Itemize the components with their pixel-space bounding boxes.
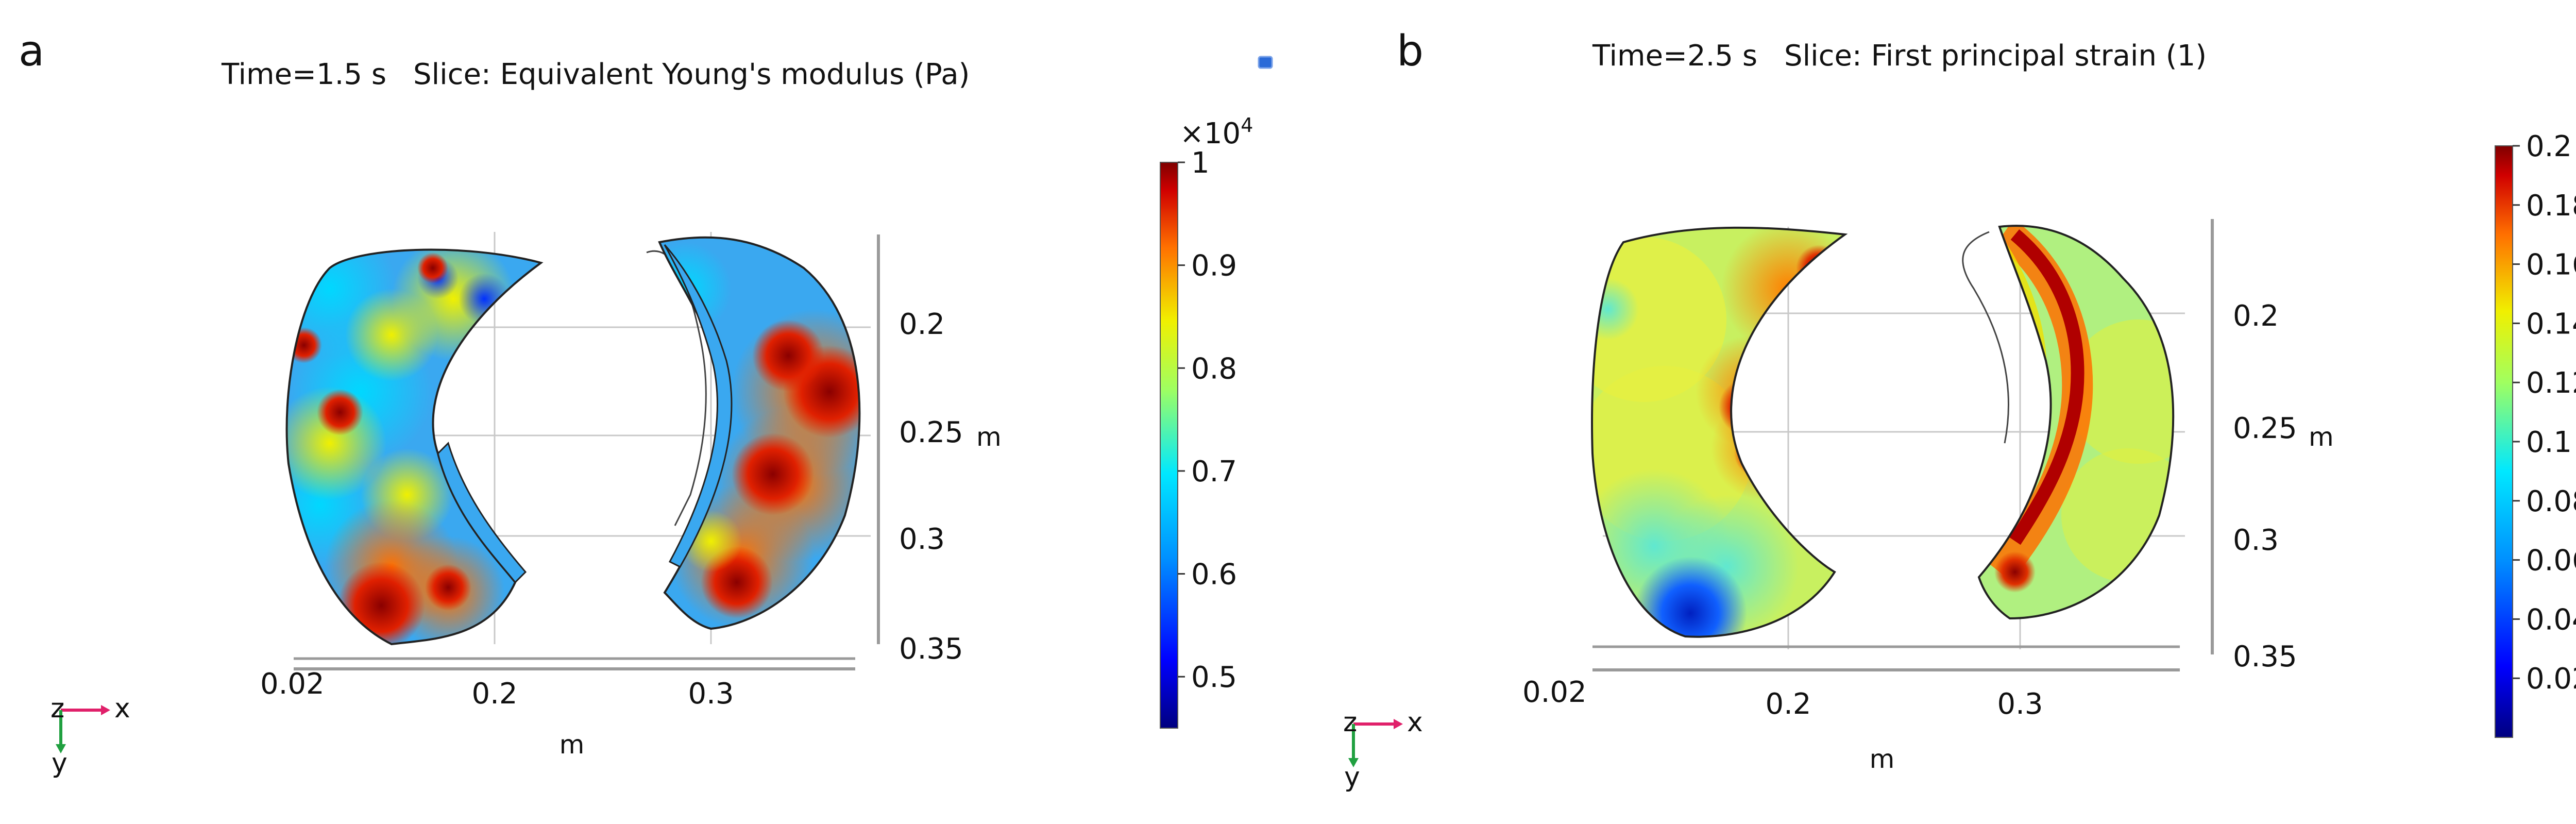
right-lung-inner-band-a	[664, 244, 733, 568]
right-lung-field-b	[1979, 226, 2174, 619]
triad-y-label-b: y	[1344, 762, 1360, 793]
colorbar-tick-label-b: 0.2	[2526, 130, 2572, 163]
colorbar-ticks-a: 0.5 0.6 0.7 0.8 0.9 1	[1178, 146, 1237, 694]
panel-a: a Time=1.5 s Slice: Equivalent Young's mo…	[19, 27, 1273, 779]
triad-x-label-b: x	[1407, 707, 1423, 738]
colorbar-b: 0.02 0.04 0.06 0.08 0.1 0.12 0.14 0.16 0.18 0.2	[2495, 130, 2576, 738]
colorbar-ramp-b	[2495, 145, 2513, 738]
x-tick-0-3-b: 0.3	[1997, 687, 2043, 721]
triad-y-head-b	[1348, 758, 1359, 767]
x-tick-0-2-b: 0.2	[1765, 687, 1811, 721]
colorbar-tick-label-b: 0.16	[2526, 248, 2576, 282]
y-tick-0-25-b: 0.25	[2233, 412, 2297, 445]
colorbar-tick-label-b: 0.14	[2526, 307, 2576, 341]
colorbar-ticks-b: 0.02 0.04 0.06 0.08 0.1 0.12 0.14 0.16 0.18 0.2	[2513, 130, 2576, 696]
colorbar-tick-label-a: 0.8	[1191, 352, 1237, 385]
x-axis-title-b: m	[1870, 744, 1895, 774]
colorbar-tick-label-b: 0.1	[2526, 426, 2572, 459]
triad-x-head-a	[101, 705, 110, 715]
triad-x-head-b	[1394, 719, 1403, 729]
y-tick-0-3-b: 0.3	[2233, 524, 2279, 557]
slice-label-b: Slice: First principal strain (1)	[1784, 39, 2207, 73]
axis-triad-a: z x y	[50, 693, 130, 779]
right-lung-ghost-outline-b	[1962, 231, 2009, 444]
x-axis-a: 0.02 0.2 0.3 m	[260, 657, 855, 760]
colorbar-tick-label-a: 1	[1191, 146, 1210, 180]
y-axis-a: 0.2 0.25 0.3 0.35 m	[877, 234, 1002, 666]
x-tick-0-2-a: 0.2	[471, 677, 517, 711]
time-label-b: Time=2.5 s	[1592, 39, 1758, 73]
colorbar-tick-label-a: 0.7	[1191, 455, 1237, 489]
view-corner-icon-a	[1258, 56, 1273, 69]
x-tick-0-02-b: 0.02	[1522, 676, 1587, 709]
panel-b: b Time=2.5 s Slice: First principal strai…	[1335, 0, 2576, 824]
plot-title-b: Time=2.5 s Slice: First principal strain …	[1592, 39, 2207, 73]
left-lung-edge-band-a	[437, 442, 527, 584]
colorbar-multiplier-a: ×104	[1180, 114, 1253, 150]
colorbar-tick-label-a: 0.6	[1191, 558, 1237, 592]
y-tick-0-35-b: 0.35	[2233, 640, 2297, 674]
colorbar-a: ×104 0.5 0.6 0.7 0.8 0.9 1	[1160, 114, 1253, 729]
triad-y-head-a	[56, 744, 66, 753]
plot-title-a: Time=1.5 s Slice: Equivalent Young's modu…	[222, 58, 970, 91]
plot-a-svg: 0.02 0.2 0.3 m 0.2 0.25 0.3 0.35 m ×104 …	[50, 56, 1273, 779]
left-lung-outline-b	[1591, 226, 1848, 638]
y-axis-b: 0.2 0.25 0.3 0.35 m	[2211, 219, 2334, 674]
colorbar-ramp-a	[1160, 162, 1178, 729]
axis-triad-b: z x y	[1343, 707, 1423, 793]
x-tick-0-02-a: 0.02	[260, 667, 325, 701]
panel-letter-a: a	[19, 27, 45, 76]
triad-z-label-b: z	[1343, 707, 1357, 738]
x-axis-title-a: m	[560, 730, 585, 760]
panel-letter-b: b	[1397, 27, 1424, 76]
y-tick-0-35-a: 0.35	[899, 632, 963, 666]
time-label-a: Time=1.5 s	[222, 58, 387, 91]
plot-b-svg: 0.02 0.2 0.3 m 0.2 0.25 0.3 0.35 m 0.020…	[1343, 130, 2576, 793]
y-axis-title-b: m	[2309, 422, 2334, 452]
colorbar-tick-label-b: 0.08	[2526, 485, 2576, 518]
colorbar-tick-label-b: 0.06	[2526, 544, 2576, 578]
y-axis-title-a: m	[976, 422, 1002, 452]
colorbar-tick-label-b: 0.12	[2526, 366, 2576, 400]
x-axis-b: 0.02 0.2 0.3 m	[1522, 645, 2180, 774]
slice-label-a: Slice: Equivalent Young's modulus (Pa)	[413, 58, 970, 91]
y-tick-0-25-a: 0.25	[899, 416, 963, 449]
colorbar-tick-label-b: 0.18	[2526, 189, 2576, 223]
colorbar-tick-label-b: 0.02	[2526, 662, 2576, 696]
triad-z-label-a: z	[50, 693, 64, 724]
x-tick-0-3-a: 0.3	[688, 677, 734, 711]
triad-y-label-a: y	[52, 748, 67, 779]
y-tick-0-2-a: 0.2	[899, 308, 945, 341]
y-tick-0-3-a: 0.3	[899, 523, 945, 556]
colorbar-tick-label-b: 0.04	[2526, 603, 2576, 636]
colorbar-tick-label-a: 0.9	[1191, 249, 1237, 283]
right-lung-field-a	[659, 237, 860, 629]
colorbar-tick-label-a: 0.5	[1191, 661, 1237, 694]
triad-x-label-a: x	[114, 693, 130, 724]
y-tick-0-2-b: 0.2	[2233, 299, 2279, 333]
right-lung-outline-b	[1977, 225, 2175, 620]
